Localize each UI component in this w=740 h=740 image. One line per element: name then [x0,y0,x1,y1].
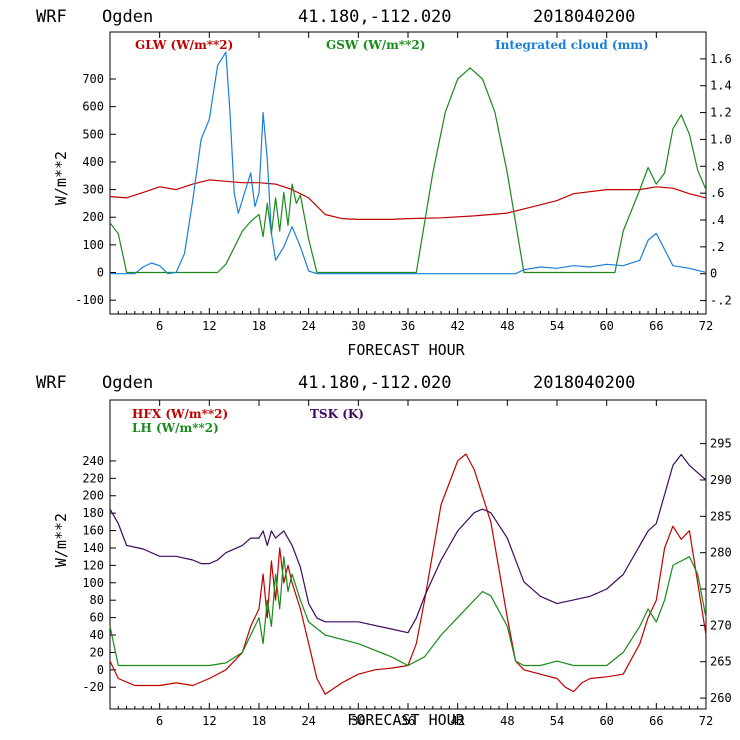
x-tick-label: 66 [649,714,663,728]
y2-tick-label: 0 [710,267,717,281]
panel1-plot-frame [109,31,707,315]
y-tick-label: 0 [97,663,104,677]
legend-hfx: HFX (W/m**2) [132,407,228,421]
y2-tick-label: 295 [710,437,732,451]
y-tick-label: 60 [90,611,104,625]
y2-tick-label: 1.6 [710,52,732,66]
y-tick-label: 160 [82,524,104,538]
x-tick-label: 54 [550,714,564,728]
y-tick-label: 200 [82,489,104,503]
panel1-model: WRF [36,7,67,27]
x-tick-label: 66 [649,319,663,333]
y-tick-label: 700 [82,72,104,86]
x-tick-label: 30 [351,714,365,728]
y-tick-label: 240 [82,454,104,468]
y-tick-label: 100 [82,576,104,590]
legend-lh: LH (W/m**2) [132,421,219,435]
y2-tick-label: 290 [710,473,732,487]
x-tick-label: 72 [699,319,713,333]
y2-tick-label: 275 [710,582,732,596]
y-tick-label: 100 [82,238,104,252]
y-tick-label: 300 [82,183,104,197]
y-tick-label: 120 [82,558,104,572]
x-tick-label: 54 [550,319,564,333]
series-line-gsw [109,67,707,274]
x-tick-label: 6 [156,714,163,728]
y-tick-label: 600 [82,100,104,114]
x-tick-label: 18 [252,319,266,333]
panel2-xlabel: FORECAST HOUR [347,711,465,729]
panel1-header: WRF Ogden 41.180,-112.020 2018040200 [36,7,635,27]
legend-glw: GLW (W/m**2) [135,38,233,52]
y-tick-label: 200 [82,210,104,224]
y2-tick-label: 285 [710,509,732,523]
x-tick-label: 12 [202,714,216,728]
x-tick-label: 48 [500,319,514,333]
x-tick-label: 42 [450,319,464,333]
panel1-series [109,51,707,275]
series-line-integrated [110,51,707,275]
legend-tsk: TSK (K) [310,407,364,421]
y-tick-label: 80 [90,593,104,607]
y2-tick-label: 265 [710,655,732,669]
series-line-glw [109,179,707,220]
panel1-coords: 41.180,-112.020 [298,7,452,27]
x-tick-label: 36 [401,319,415,333]
panel2-header: WRF Ogden 41.180,-112.020 2018040200 [36,373,635,393]
x-tick-label: 18 [252,714,266,728]
panel2-site: Ogden [102,373,153,393]
y2-tick-label: 1.4 [710,79,732,93]
panel2-run: 2018040200 [533,373,635,393]
x-tick-label: 42 [450,714,464,728]
y2-tick-label: .4 [710,213,724,227]
y2-tick-label: 1.0 [710,132,732,146]
y-tick-label: 140 [82,541,104,555]
y-tick-label: 500 [82,127,104,141]
y2-tick-label: .6 [710,186,724,200]
panel2-ticks: 6 12 18 24 30 36 42 48 54 60 66 72 -20 0 20 40 60 80 100 12… [82,400,732,728]
y2-tick-label: .8 [710,159,724,173]
panel2-series [109,453,707,695]
series-line-lh [109,556,707,667]
panel1-ylabel: W/m**2 [52,151,70,205]
x-tick-label: 24 [301,714,315,728]
y-tick-label: 40 [90,628,104,642]
y2-tick-label: -.2 [710,294,732,308]
y2-tick-label: 1.2 [710,106,732,120]
x-tick-label: 36 [401,714,415,728]
x-tick-label: 72 [699,714,713,728]
legend-integrated-cloud: Integrated cloud (mm) [495,38,649,52]
x-tick-label: 6 [156,319,163,333]
panel2-ylabel: W/m**2 [52,513,70,567]
panel2-model: WRF [36,373,67,393]
panel2-legend: HFX (W/m**2) LH (W/m**2) TSK (K) [132,407,364,435]
x-tick-label: 60 [599,714,613,728]
y-tick-label: 20 [90,645,104,659]
y-tick-label: -20 [82,680,104,694]
x-tick-label: 12 [202,319,216,333]
panel1-xlabel: FORECAST HOUR [347,341,465,359]
panel1-run: 2018040200 [533,7,635,27]
y-tick-label: 0 [97,266,104,280]
legend-gsw: GSW (W/m**2) [326,38,425,52]
x-tick-label: 60 [599,319,613,333]
y-tick-label: 400 [82,155,104,169]
x-tick-label: 48 [500,714,514,728]
y-tick-label: -100 [75,293,104,307]
y2-tick-label: 270 [710,618,732,632]
panel1-site: Ogden [102,7,153,27]
panel2-plot-frame [109,399,707,710]
panel2-coords: 41.180,-112.020 [298,373,452,393]
y2-tick-label: 260 [710,691,732,705]
panel1-legend: GLW (W/m**2) GSW (W/m**2) Integrated clo… [135,38,649,52]
y-tick-label: 180 [82,506,104,520]
x-tick-label: 30 [351,319,365,333]
y-tick-label: 220 [82,471,104,485]
y2-tick-label: .2 [710,240,724,254]
series-line-tsk [109,453,707,634]
y2-tick-label: 280 [710,546,732,560]
x-tick-label: 24 [301,319,315,333]
panel1-ticks: 6 12 18 24 30 36 42 48 54 60 66 72 -100 0 100 200 300 400… [75,32,732,333]
